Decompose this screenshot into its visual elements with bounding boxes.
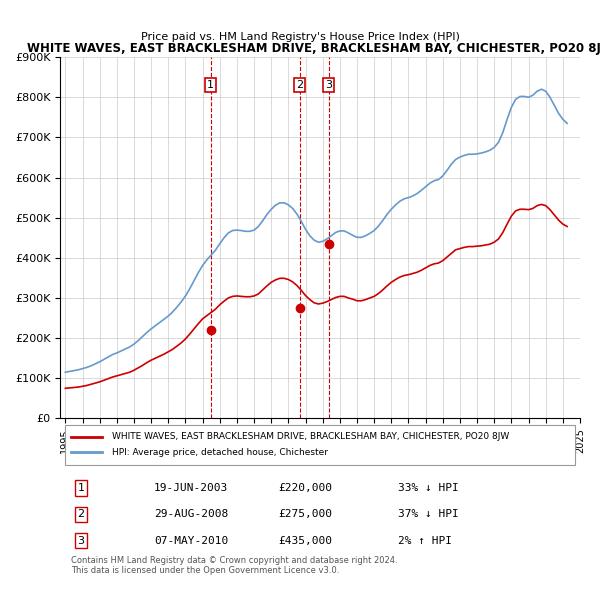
Text: 3: 3 — [325, 80, 332, 90]
Text: 3: 3 — [77, 536, 85, 546]
Text: 07-MAY-2010: 07-MAY-2010 — [154, 536, 228, 546]
Text: 1: 1 — [77, 483, 85, 493]
FancyBboxPatch shape — [65, 425, 575, 465]
Text: 37% ↓ HPI: 37% ↓ HPI — [398, 509, 459, 519]
Text: WHITE WAVES, EAST BRACKLESHAM DRIVE, BRACKLESHAM BAY, CHICHESTER, PO20 8JW: WHITE WAVES, EAST BRACKLESHAM DRIVE, BRA… — [112, 432, 509, 441]
Text: £275,000: £275,000 — [278, 509, 332, 519]
Text: Contains HM Land Registry data © Crown copyright and database right 2024.: Contains HM Land Registry data © Crown c… — [71, 556, 397, 565]
Text: £435,000: £435,000 — [278, 536, 332, 546]
Text: 2% ↑ HPI: 2% ↑ HPI — [398, 536, 452, 546]
Text: 2: 2 — [77, 509, 85, 519]
Text: This data is licensed under the Open Government Licence v3.0.: This data is licensed under the Open Gov… — [71, 566, 339, 575]
Text: £220,000: £220,000 — [278, 483, 332, 493]
Text: Price paid vs. HM Land Registry's House Price Index (HPI): Price paid vs. HM Land Registry's House … — [140, 32, 460, 42]
Text: 19-JUN-2003: 19-JUN-2003 — [154, 483, 228, 493]
Text: HPI: Average price, detached house, Chichester: HPI: Average price, detached house, Chic… — [112, 448, 328, 457]
Text: 33% ↓ HPI: 33% ↓ HPI — [398, 483, 459, 493]
Title: WHITE WAVES, EAST BRACKLESHAM DRIVE, BRACKLESHAM BAY, CHICHESTER, PO20 8JW: WHITE WAVES, EAST BRACKLESHAM DRIVE, BRA… — [26, 41, 600, 54]
Text: 1: 1 — [207, 80, 214, 90]
Text: 29-AUG-2008: 29-AUG-2008 — [154, 509, 228, 519]
Text: 2: 2 — [296, 80, 303, 90]
